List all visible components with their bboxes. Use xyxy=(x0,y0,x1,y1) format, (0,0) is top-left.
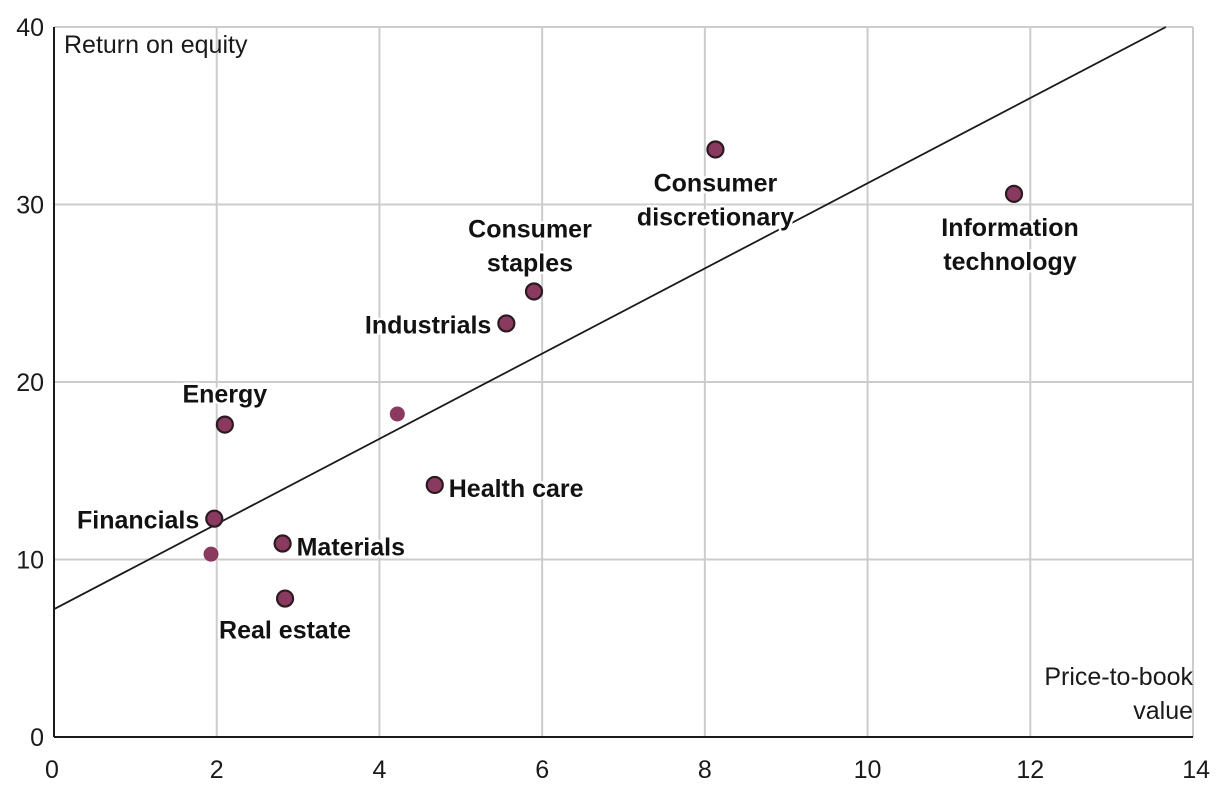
y-axis-title: Return on equity xyxy=(64,31,248,59)
point-label-line: Real estate xyxy=(219,617,351,645)
data-point-energy xyxy=(215,415,234,434)
point-label-consumer-discretionary: Consumer discretionary xyxy=(637,169,794,231)
point-label-energy: Energy xyxy=(182,381,267,409)
point-label-industrials: Industrials xyxy=(365,311,491,339)
data-point-consumer-discretionary xyxy=(706,140,725,159)
point-label-line: Financials xyxy=(77,507,199,535)
point-label-line: staples xyxy=(487,249,573,277)
data-point-real-estate xyxy=(275,589,295,608)
x-tick-label-6: 6 xyxy=(535,756,549,784)
x-tick-label-14: 14 xyxy=(1182,756,1210,784)
x-tick-label-12: 12 xyxy=(1016,756,1044,784)
x-tick-label-8: 8 xyxy=(698,756,712,784)
data-point-information-technology xyxy=(1004,184,1024,203)
data-point-unlabeled-9 xyxy=(389,406,405,422)
x-axis-title-line: Price-to-book xyxy=(1044,663,1193,691)
point-label-line: Health care xyxy=(449,475,584,503)
y-tick-label-10: 10 xyxy=(16,547,44,575)
point-label-line: discretionary xyxy=(637,203,794,231)
point-label-line: Consumer xyxy=(654,169,778,197)
data-points xyxy=(203,140,1024,608)
data-point-materials xyxy=(273,534,292,553)
data-point-consumer-staples xyxy=(524,282,544,301)
trend-line xyxy=(53,26,1167,610)
data-point-industrials xyxy=(497,314,516,333)
point-labels: Energy Financials Materials Real estate Heal… xyxy=(75,167,1082,647)
x-tick-label-2: 2 xyxy=(210,756,224,784)
data-point-unlabeled-10 xyxy=(203,546,219,562)
point-label-information-technology: Information technology xyxy=(941,214,1079,276)
x-tick-label-10: 10 xyxy=(854,756,882,784)
axes xyxy=(53,27,1193,738)
x-tick-label-4: 4 xyxy=(372,756,386,784)
y-tick-label-0: 0 xyxy=(30,724,44,752)
point-label-line: technology xyxy=(943,248,1076,276)
tick-labels: 0 2 4 6 8 10 12 14 0 10 20 30 40 xyxy=(16,14,1210,784)
point-label-real-estate: Real estate xyxy=(219,617,351,645)
point-label-line: Energy xyxy=(182,381,267,409)
y-tick-label-20: 20 xyxy=(16,369,44,397)
data-point-health-care xyxy=(425,475,444,495)
x-axis-title: Price-to-book value xyxy=(1044,663,1193,725)
grid-lines xyxy=(54,26,1194,737)
point-label-line: Materials xyxy=(297,534,405,562)
y-tick-label-30: 30 xyxy=(16,192,44,220)
point-label-financials: Financials xyxy=(77,507,199,535)
point-label-consumer-staples: Consumer staples xyxy=(468,215,592,277)
point-label-health-care: Health care xyxy=(449,475,584,503)
point-label-line: Information xyxy=(941,214,1079,242)
x-axis-title-line: value xyxy=(1133,697,1193,725)
y-tick-label-40: 40 xyxy=(16,14,44,42)
x-tick-label-0: 0 xyxy=(45,756,59,784)
point-label-line: Consumer xyxy=(468,215,592,243)
point-label-line: Industrials xyxy=(365,311,491,339)
point-label-materials: Materials xyxy=(297,534,405,562)
trend-line-group xyxy=(53,26,1167,610)
data-point-financials xyxy=(205,509,224,528)
